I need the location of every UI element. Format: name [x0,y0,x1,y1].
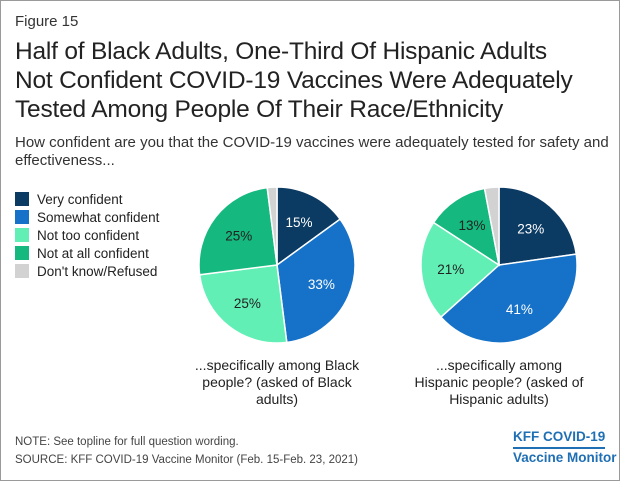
legend-label: Very confident [37,191,123,207]
kff-logo: KFF COVID-19 Vaccine Monitor [513,428,617,467]
legend-item-somewhat-confident: Somewhat confident [15,208,159,226]
caption-line: adults) [255,391,299,407]
slice-data-label: 25% [225,228,252,243]
legend-item-dont-know: Don't know/Refused [15,262,159,280]
caption-line: Hispanic people? (asked of [414,374,584,390]
pie-slice-somewhat-confident [439,253,578,344]
slice-data-label: 21% [437,262,464,277]
caption-line: ...specifically among Black [194,357,360,373]
note-text: NOTE: See topline for full question word… [15,436,239,448]
pie-black: 15% 33% 25% 25% [198,186,356,344]
title-line-1: Half of Black Adults, One-Third Of Hispa… [15,38,547,65]
pie-slice-very-confident [498,186,578,266]
chart-subtitle: How confident are you that the COVID-19 … [15,134,609,169]
slice-data-label: 25% [234,296,261,311]
slice-data-label: 23% [517,221,544,236]
slice-data-label: 13% [459,218,486,233]
legend-label: Not too confident [37,227,140,243]
pie-slice-not-at-all-confident [198,186,278,276]
slice-data-label: 41% [506,302,533,317]
slice-data-label: 33% [308,277,335,292]
legend: Very confident Somewhat confident Not to… [15,190,159,280]
legend-swatch [15,228,29,242]
figure-label: Figure 15 [15,13,79,30]
legend-label: Don't know/Refused [37,263,158,279]
chart-title: Half of Black Adults, One-Third Of Hispa… [15,37,615,124]
caption-line: ...specifically among [435,357,563,373]
pie-slice-not-at-all-confident [432,187,501,267]
pie-slice-somewhat-confident [276,218,356,344]
legend-swatch [15,210,29,224]
logo-line-2: Vaccine Monitor [513,450,617,465]
pie-slice-not-too-confident [420,221,501,319]
title-line-3: Tested Among People Of Their Race/Ethnic… [15,96,504,123]
pie-hispanic: 23% 41% 21% 13% [420,186,578,344]
legend-swatch [15,192,29,206]
logo-line-1: KFF COVID-19 [513,428,606,449]
pie-slice-don-t-know-refused [266,186,278,266]
legend-item-not-at-all-confident: Not at all confident [15,244,159,262]
slice-data-label: 15% [285,215,312,230]
pie-caption-hispanic: ...specifically among Hispanic people? (… [399,357,599,408]
caption-line: Hispanic adults) [449,391,549,407]
legend-item-not-too-confident: Not too confident [15,226,159,244]
legend-item-very-confident: Very confident [15,190,159,208]
pie-slice-don-t-know-refused [483,186,500,266]
pie-caption-black: ...specifically among Black people? (ask… [181,357,373,408]
caption-line: people? (asked of Black [202,374,352,390]
title-line-2: Not Confident COVID-19 Vaccines Were Ade… [15,67,573,94]
pie-slice-not-too-confident [198,264,288,344]
source-text: SOURCE: KFF COVID-19 Vaccine Monitor (Fe… [15,454,358,466]
legend-label: Not at all confident [37,245,149,261]
pie-slice-very-confident [276,186,342,267]
legend-label: Somewhat confident [37,209,160,225]
legend-swatch [15,246,29,260]
legend-swatch [15,264,29,278]
